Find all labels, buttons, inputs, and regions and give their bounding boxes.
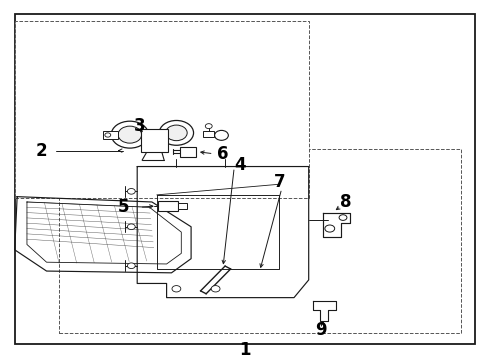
Circle shape bbox=[215, 130, 228, 140]
Bar bbox=[158, 201, 178, 211]
Text: 7: 7 bbox=[273, 174, 285, 192]
Circle shape bbox=[118, 126, 142, 143]
Text: 5: 5 bbox=[118, 198, 129, 216]
Circle shape bbox=[127, 189, 135, 194]
Text: 6: 6 bbox=[217, 145, 228, 163]
Circle shape bbox=[127, 263, 135, 269]
Bar bbox=[203, 131, 214, 138]
Bar bbox=[59, 149, 461, 333]
Bar bbox=[103, 131, 118, 139]
Circle shape bbox=[339, 215, 347, 220]
Bar bbox=[180, 147, 196, 157]
Circle shape bbox=[111, 121, 148, 148]
Circle shape bbox=[172, 285, 181, 292]
Text: 8: 8 bbox=[340, 193, 351, 211]
Circle shape bbox=[127, 224, 135, 230]
Text: 1: 1 bbox=[239, 341, 251, 359]
Circle shape bbox=[159, 121, 194, 145]
Text: 4: 4 bbox=[234, 156, 246, 174]
Text: 2: 2 bbox=[36, 141, 48, 159]
Text: 9: 9 bbox=[315, 320, 327, 338]
Bar bbox=[141, 129, 168, 152]
Circle shape bbox=[105, 133, 111, 137]
Circle shape bbox=[325, 225, 335, 232]
Bar bbox=[15, 21, 309, 198]
Bar bbox=[178, 203, 187, 209]
Text: 3: 3 bbox=[134, 117, 146, 135]
Circle shape bbox=[211, 285, 220, 292]
Circle shape bbox=[205, 123, 212, 129]
Circle shape bbox=[166, 125, 187, 141]
